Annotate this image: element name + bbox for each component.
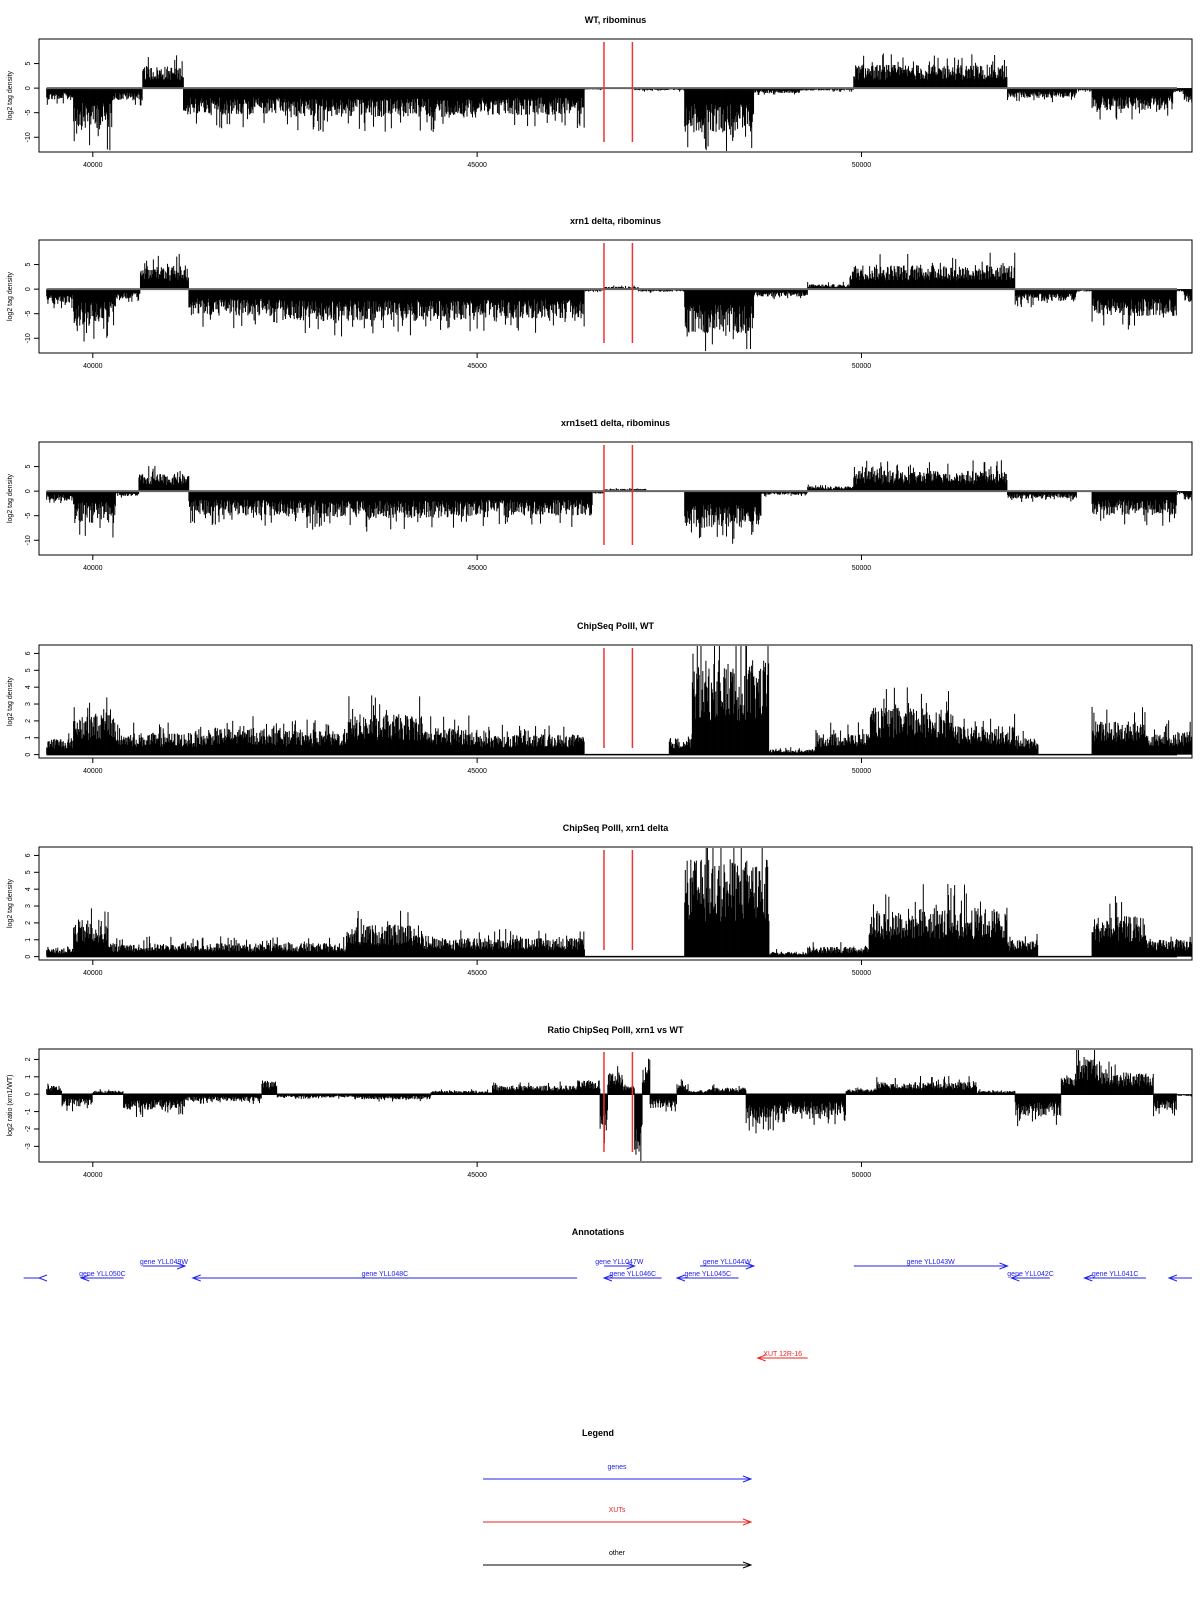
x-tick-label: 50000 xyxy=(852,363,872,370)
y-axis-label: log2 tag density xyxy=(7,70,14,120)
panel-2: xrn1 delta, ribominus log2 tag density 5 0 -… xyxy=(7,216,1193,370)
y-tick-label: -10 xyxy=(25,333,32,343)
x-tick-label: 50000 xyxy=(852,162,872,169)
plot-frame xyxy=(38,239,1193,354)
panel-title: WT, ribominus xyxy=(585,15,647,25)
signal-series xyxy=(46,252,1193,352)
y-tick-label: -5 xyxy=(25,310,32,316)
y-tick-label: 5 xyxy=(25,62,32,66)
y-axis-label: log2 tag density xyxy=(7,271,14,321)
signal-series xyxy=(46,460,1193,544)
panel-3: xrn1set1 delta, ribominus log2 tag densit… xyxy=(7,418,1193,572)
signal-series xyxy=(46,53,1193,151)
panel-title: xrn1 delta, ribominus xyxy=(570,216,661,226)
x-tick-label: 40000 xyxy=(83,162,103,169)
y-tick-label: 5 xyxy=(25,263,32,267)
y-tick-label: -10 xyxy=(25,535,32,545)
x-tick-label: 45000 xyxy=(467,162,487,169)
x-tick-label: 45000 xyxy=(467,565,487,572)
panels-layer: WT, ribominus log2 tag density 5 0 -5 -10 4000… xyxy=(7,15,1193,1179)
y-tick-label: -5 xyxy=(25,512,32,518)
y-tick-label: 0 xyxy=(25,86,32,90)
y-tick-label: -5 xyxy=(25,109,32,115)
y-tick-label: 0 xyxy=(25,287,32,291)
y-tick-label: -10 xyxy=(25,132,32,142)
y-tick-label: 0 xyxy=(25,489,32,493)
x-tick-label: 40000 xyxy=(83,565,103,572)
y-tick-label: 5 xyxy=(25,465,32,469)
panel-title: xrn1set1 delta, ribominus xyxy=(561,418,670,428)
x-tick-label: 40000 xyxy=(83,363,103,370)
panel-1: WT, ribominus log2 tag density 5 0 -5 -10 4000… xyxy=(7,15,1193,169)
x-tick-label: 45000 xyxy=(467,363,487,370)
x-tick-label: 50000 xyxy=(852,565,872,572)
y-axis-label: log2 tag density xyxy=(7,473,14,523)
